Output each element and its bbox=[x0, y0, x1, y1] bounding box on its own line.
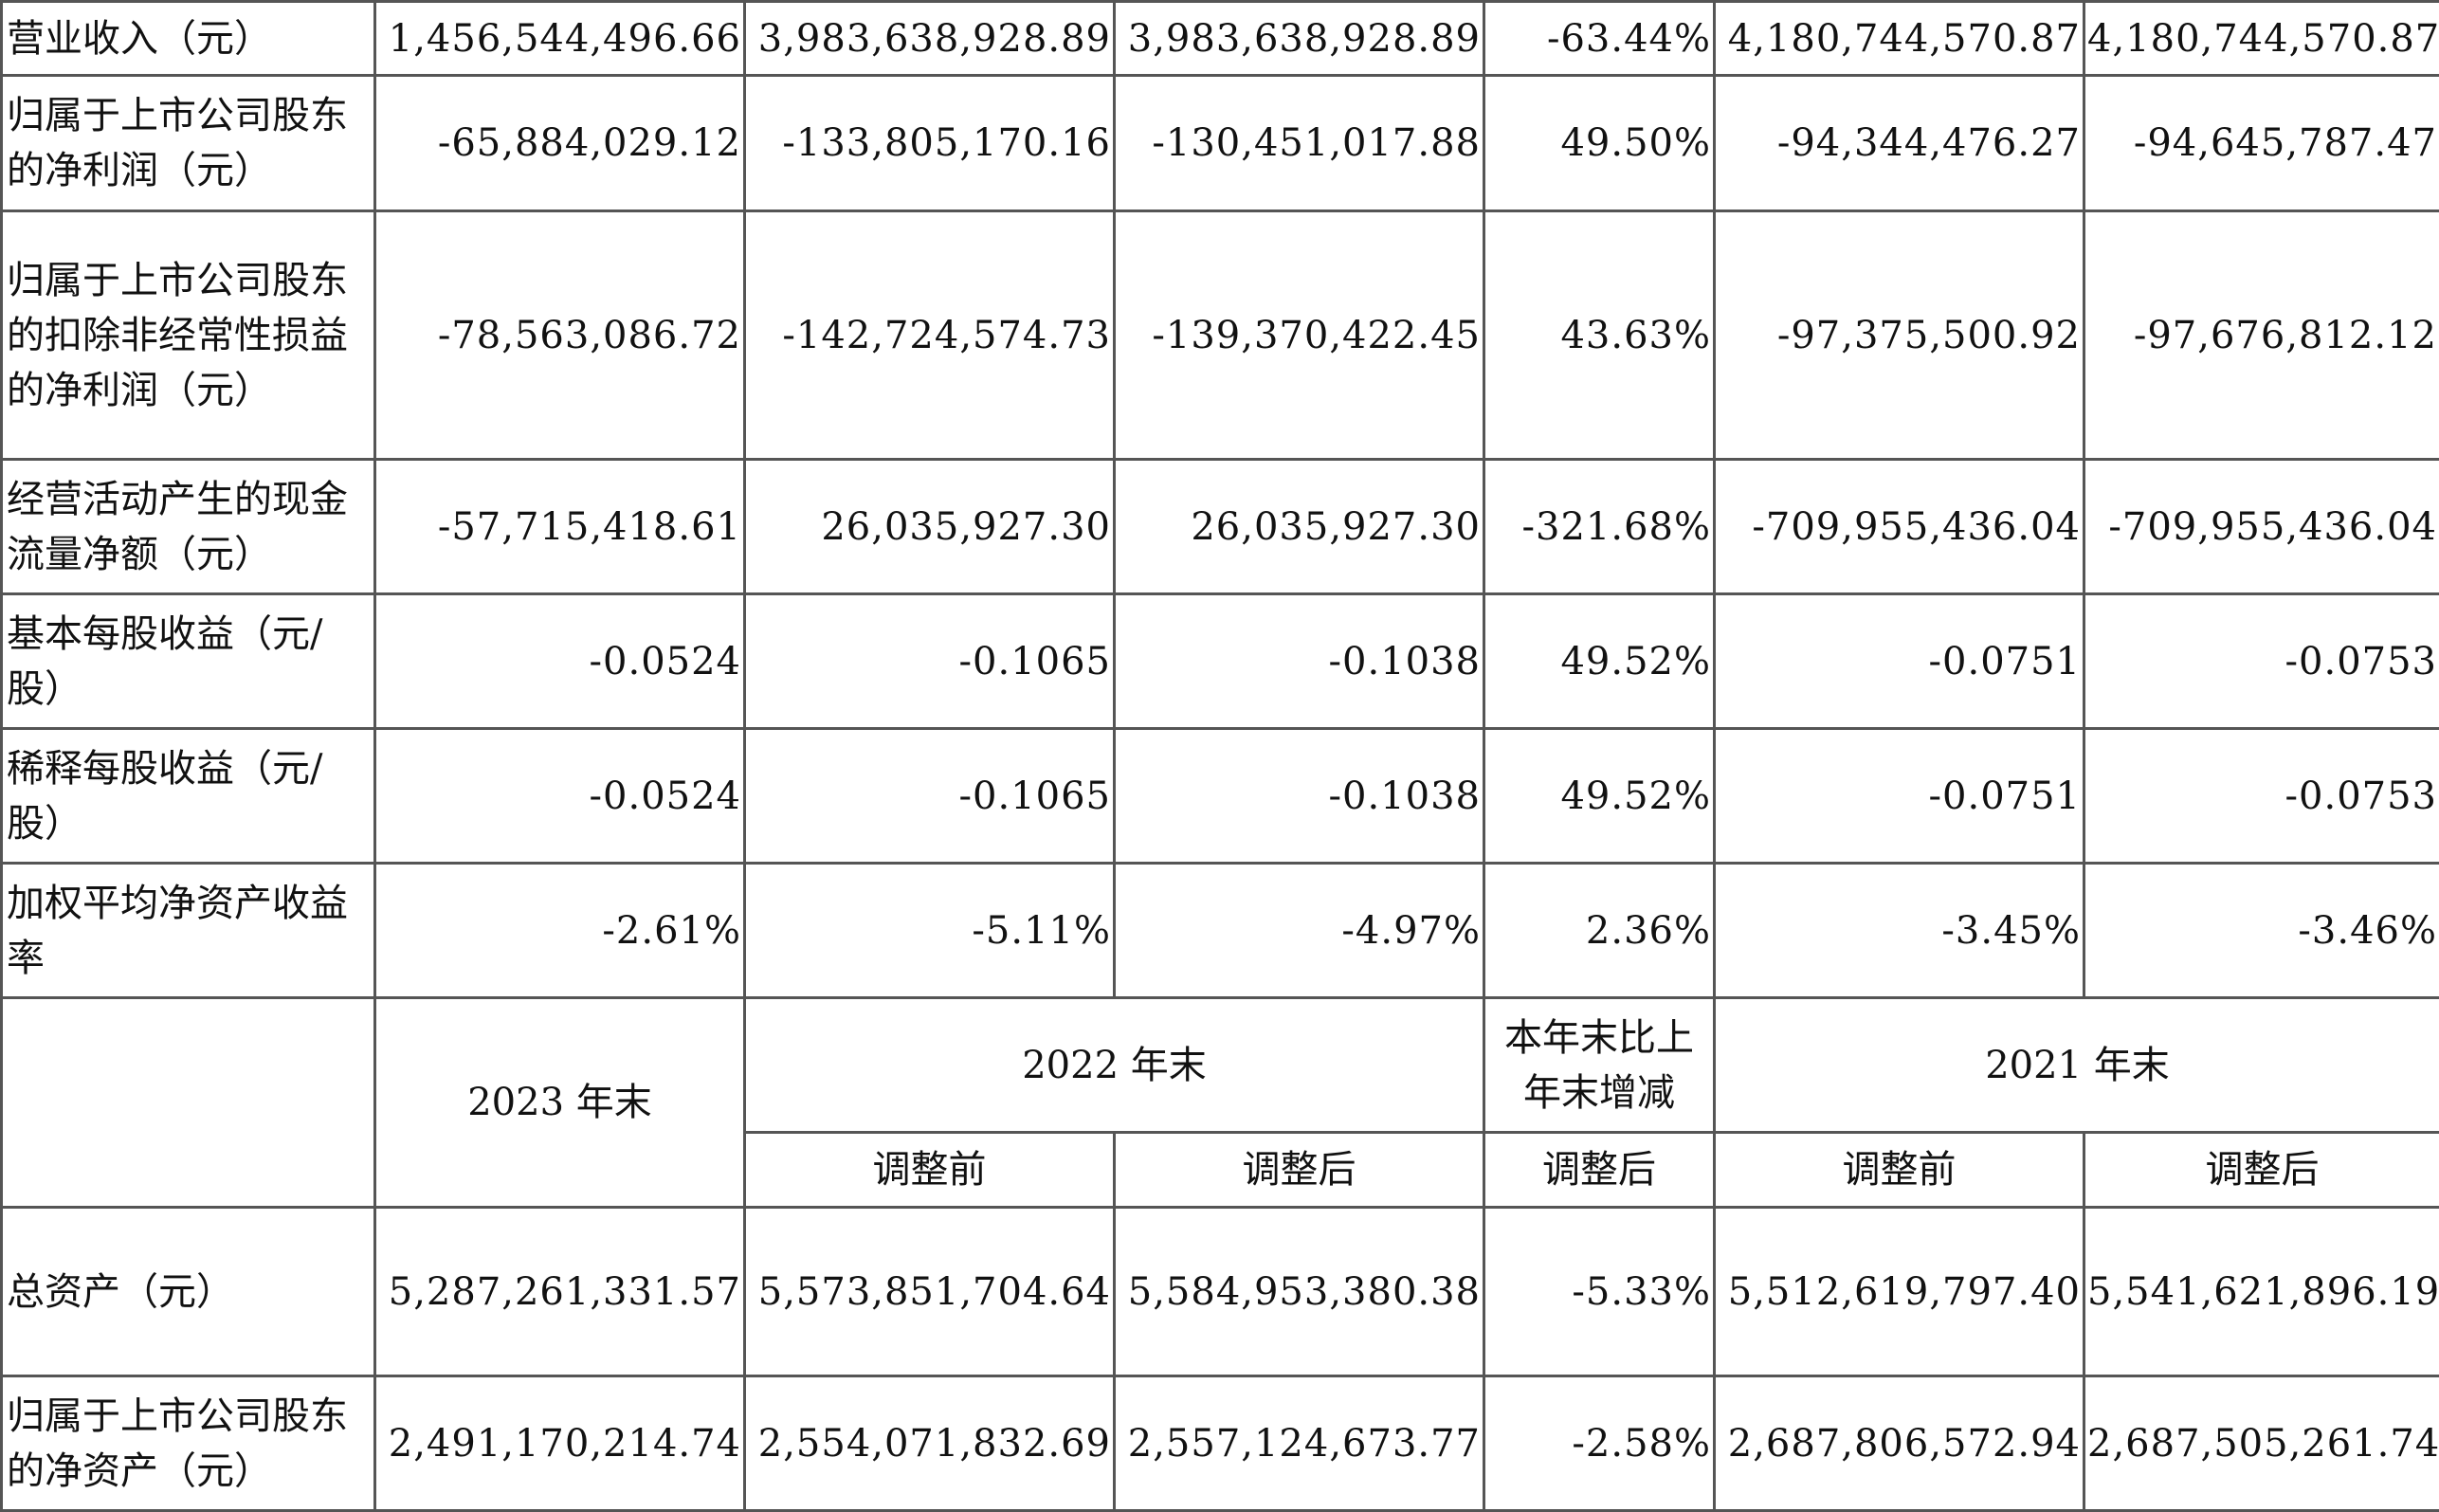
header-row: 2023 年末 2022 年末 本年末比上年末增减 2021 年末 bbox=[2, 998, 2439, 1133]
cell-value: -130,451,017.88 bbox=[1115, 76, 1484, 211]
cell-value: 3,983,638,928.89 bbox=[1115, 2, 1484, 76]
cell-value: -0.1065 bbox=[745, 594, 1115, 729]
cell-value: -321.68% bbox=[1484, 460, 1715, 594]
header-sub-after: 调整后 bbox=[1115, 1133, 1484, 1208]
cell-value: -97,676,812.12 bbox=[2084, 211, 2439, 460]
header-sub-after: 调整后 bbox=[2084, 1133, 2439, 1208]
cell-value: 26,035,927.30 bbox=[745, 460, 1115, 594]
table-row: 归属于上市公司股东的净利润（元） -65,884,029.12 -133,805… bbox=[2, 76, 2439, 211]
cell-value: -709,955,436.04 bbox=[1715, 460, 2084, 594]
table-row: 总资产（元） 5,287,261,331.57 5,573,851,704.64… bbox=[2, 1208, 2439, 1376]
cell-value: -0.0751 bbox=[1715, 729, 2084, 864]
cell-value: -57,715,418.61 bbox=[375, 460, 745, 594]
cell-value: -133,805,170.16 bbox=[745, 76, 1115, 211]
cell-value: -139,370,422.45 bbox=[1115, 211, 1484, 460]
cell-value: -5.33% bbox=[1484, 1208, 1715, 1376]
row-label: 归属于上市公司股东的净利润（元） bbox=[2, 76, 375, 211]
cell-value: -94,344,476.27 bbox=[1715, 76, 2084, 211]
cell-value: 2,687,505,261.74 bbox=[2084, 1376, 2439, 1511]
cell-value: 2,554,071,832.69 bbox=[745, 1376, 1115, 1511]
table-row: 加权平均净资产收益率 -2.61% -5.11% -4.97% 2.36% -3… bbox=[2, 864, 2439, 998]
cell-value: -94,645,787.47 bbox=[2084, 76, 2439, 211]
table-row: 归属于上市公司股东的扣除非经常性损益的净利润（元） -78,563,086.72… bbox=[2, 211, 2439, 460]
cell-value: 5,541,621,896.19 bbox=[2084, 1208, 2439, 1376]
table-row: 营业收入（元） 1,456,544,496.66 3,983,638,928.8… bbox=[2, 2, 2439, 76]
row-label: 总资产（元） bbox=[2, 1208, 375, 1376]
table-row: 基本每股收益（元/股） -0.0524 -0.1065 -0.1038 49.5… bbox=[2, 594, 2439, 729]
row-label: 归属于上市公司股东的净资产（元） bbox=[2, 1376, 375, 1511]
cell-value: 4,180,744,570.87 bbox=[2084, 2, 2439, 76]
header-change: 本年末比上年末增减 bbox=[1484, 998, 1715, 1133]
cell-value: -0.1065 bbox=[745, 729, 1115, 864]
row-label: 营业收入（元） bbox=[2, 2, 375, 76]
cell-value: 4,180,744,570.87 bbox=[1715, 2, 2084, 76]
cell-value: -2.61% bbox=[375, 864, 745, 998]
cell-value: 2,557,124,673.77 bbox=[1115, 1376, 1484, 1511]
cell-value: -63.44% bbox=[1484, 2, 1715, 76]
header-blank-cell bbox=[2, 998, 375, 1208]
cell-value: 2.36% bbox=[1484, 864, 1715, 998]
cell-value: 5,512,619,797.40 bbox=[1715, 1208, 2084, 1376]
cell-value: 1,456,544,496.66 bbox=[375, 2, 745, 76]
header-2023: 2023 年末 bbox=[375, 998, 745, 1208]
table-row: 稀释每股收益（元/股） -0.0524 -0.1065 -0.1038 49.5… bbox=[2, 729, 2439, 864]
cell-value: 2,687,806,572.94 bbox=[1715, 1376, 2084, 1511]
cell-value: -0.0753 bbox=[2084, 729, 2439, 864]
cell-value: -0.0751 bbox=[1715, 594, 2084, 729]
cell-value: -709,955,436.04 bbox=[2084, 460, 2439, 594]
cell-value: -3.46% bbox=[2084, 864, 2439, 998]
cell-value: 43.63% bbox=[1484, 211, 1715, 460]
header-sub-before: 调整前 bbox=[745, 1133, 1115, 1208]
cell-value: -0.1038 bbox=[1115, 729, 1484, 864]
cell-value: 5,573,851,704.64 bbox=[745, 1208, 1115, 1376]
cell-value: -0.0753 bbox=[2084, 594, 2439, 729]
cell-value: -4.97% bbox=[1115, 864, 1484, 998]
header-sub-after: 调整后 bbox=[1484, 1133, 1715, 1208]
table-row: 归属于上市公司股东的净资产（元） 2,491,170,214.74 2,554,… bbox=[2, 1376, 2439, 1511]
header-2021: 2021 年末 bbox=[1715, 998, 2439, 1133]
cell-value: -0.0524 bbox=[375, 594, 745, 729]
cell-value: 49.52% bbox=[1484, 729, 1715, 864]
row-label: 稀释每股收益（元/股） bbox=[2, 729, 375, 864]
cell-value: 26,035,927.30 bbox=[1115, 460, 1484, 594]
cell-value: -97,375,500.92 bbox=[1715, 211, 2084, 460]
cell-value: 5,287,261,331.57 bbox=[375, 1208, 745, 1376]
cell-value: 3,983,638,928.89 bbox=[745, 2, 1115, 76]
cell-value: -2.58% bbox=[1484, 1376, 1715, 1511]
cell-value: -142,724,574.73 bbox=[745, 211, 1115, 460]
cell-value: 2,491,170,214.74 bbox=[375, 1376, 745, 1511]
table-row: 经营活动产生的现金流量净额（元） -57,715,418.61 26,035,9… bbox=[2, 460, 2439, 594]
cell-value: -0.0524 bbox=[375, 729, 745, 864]
cell-value: -5.11% bbox=[745, 864, 1115, 998]
row-label: 基本每股收益（元/股） bbox=[2, 594, 375, 729]
header-sub-before: 调整前 bbox=[1715, 1133, 2084, 1208]
row-label: 归属于上市公司股东的扣除非经常性损益的净利润（元） bbox=[2, 211, 375, 460]
cell-value: 49.50% bbox=[1484, 76, 1715, 211]
row-label: 经营活动产生的现金流量净额（元） bbox=[2, 460, 375, 594]
row-label: 加权平均净资产收益率 bbox=[2, 864, 375, 998]
cell-value: 5,584,953,380.38 bbox=[1115, 1208, 1484, 1376]
cell-value: -78,563,086.72 bbox=[375, 211, 745, 460]
cell-value: -3.45% bbox=[1715, 864, 2084, 998]
header-2022: 2022 年末 bbox=[745, 998, 1484, 1133]
cell-value: -0.1038 bbox=[1115, 594, 1484, 729]
cell-value: -65,884,029.12 bbox=[375, 76, 745, 211]
cell-value: 49.52% bbox=[1484, 594, 1715, 729]
